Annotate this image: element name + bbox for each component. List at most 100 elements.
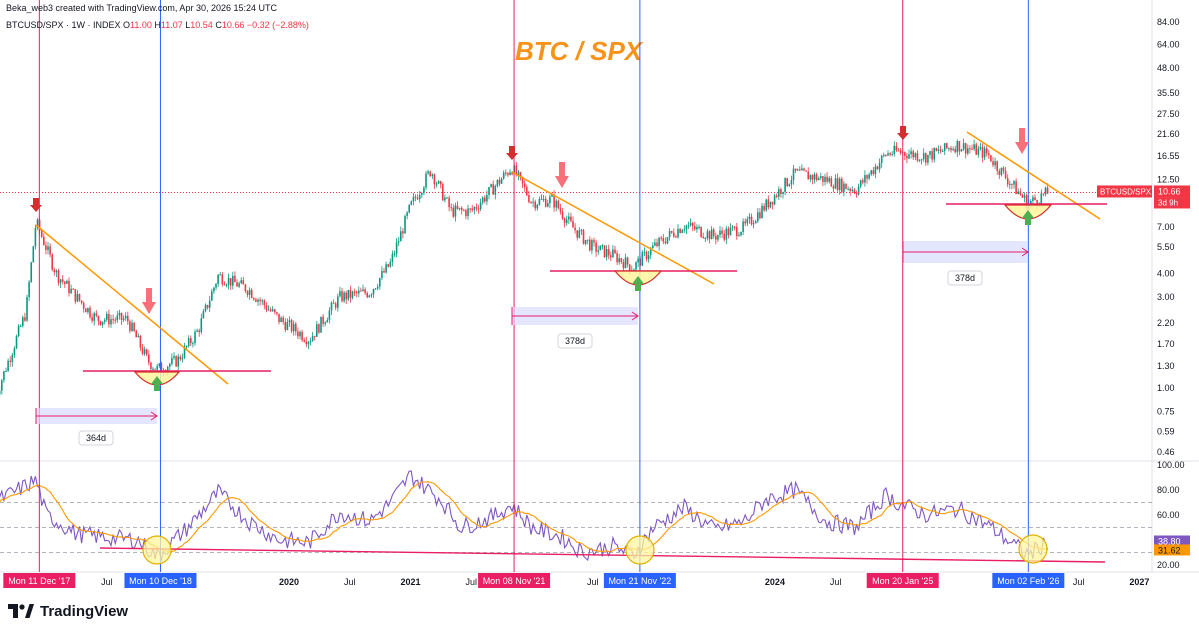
candle-body	[746, 218, 749, 224]
candle-body	[641, 252, 644, 266]
candle-body	[767, 199, 770, 208]
candle-body	[620, 258, 623, 262]
candle-body	[736, 226, 738, 237]
candle-body	[1011, 183, 1013, 185]
symbol-line[interactable]: BTCUSD/SPX · 1W · INDEX O11.00 H11.07 L1…	[6, 20, 309, 30]
candle-body	[654, 242, 656, 246]
ohlc-key-c: C	[212, 20, 222, 30]
candle-body	[15, 335, 18, 349]
candle-body	[215, 284, 217, 288]
candle-body	[807, 171, 810, 180]
tradingview-logo[interactable]: TradingView	[8, 600, 128, 622]
candle-body	[540, 198, 543, 200]
rsi-tick-label: 80.00	[1157, 485, 1180, 495]
candle-body	[408, 204, 411, 213]
duration-label-1-bg	[78, 430, 114, 446]
candle-body	[975, 144, 978, 155]
candle-body	[517, 172, 520, 176]
candle-body	[931, 151, 933, 160]
candle-body	[771, 201, 774, 205]
candle-body	[996, 161, 999, 171]
price-tick-label: 1.30	[1157, 361, 1175, 371]
candle-body	[969, 148, 971, 150]
candle-body	[616, 253, 618, 263]
time-tick-label: 2027	[1129, 577, 1149, 587]
candle-body	[1000, 167, 1003, 175]
candle-body	[473, 207, 476, 211]
candle-body	[555, 200, 558, 208]
chart-credit: Beka_web3 created with TradingView.com, …	[6, 3, 277, 13]
candle-body	[647, 255, 650, 259]
time-highlight-bg	[866, 573, 939, 588]
rsi-line	[0, 470, 1049, 562]
candle-body	[135, 330, 138, 338]
candle-body	[427, 171, 429, 174]
candle-body	[232, 275, 234, 286]
candle-body	[605, 249, 608, 258]
candle-body	[316, 324, 318, 337]
rsi-tick-label: 20.00	[1157, 560, 1180, 570]
candle-body	[603, 245, 606, 258]
candle-body	[700, 226, 702, 237]
candle-body	[568, 216, 570, 220]
candle-body	[744, 221, 747, 224]
candle-body	[733, 226, 736, 228]
candle-body	[376, 286, 379, 289]
candle-body	[244, 284, 247, 292]
time-highlight-bg	[478, 573, 551, 588]
candle-body	[836, 178, 839, 191]
candle-body	[82, 302, 85, 309]
symbol-name[interactable]: BTCUSD/SPX · 1W · INDEX	[6, 20, 121, 30]
candle-body	[32, 246, 35, 263]
candle-body	[843, 183, 845, 192]
time-highlight-label: Mon 02 Feb '26	[997, 576, 1059, 586]
candle-body	[849, 188, 852, 191]
candle-body	[143, 349, 146, 354]
candle-body	[255, 299, 257, 302]
time-tick-label: 2024	[765, 577, 785, 587]
candle-body	[870, 170, 873, 175]
candle-body	[845, 183, 847, 190]
duration-label-1: 364d	[86, 433, 106, 443]
candle-body	[681, 230, 684, 233]
candle-body	[908, 154, 910, 159]
candle-body	[297, 331, 299, 337]
candle-body	[914, 153, 917, 158]
candle-body	[253, 297, 255, 300]
candle-body	[742, 221, 744, 232]
candle-body	[891, 153, 894, 155]
candle-body	[154, 368, 156, 370]
candle-body	[874, 166, 877, 174]
candle-body	[425, 173, 427, 188]
candle-body	[950, 148, 952, 151]
duration-label-2-bg	[557, 333, 593, 349]
candle-body	[183, 346, 186, 358]
candle-body	[994, 161, 996, 166]
ohlc-key-o: O	[123, 20, 131, 30]
candle-body	[360, 290, 362, 292]
candle-body	[981, 147, 984, 158]
candle-body	[7, 360, 9, 371]
countdown-tag-text: 3d 9h	[1158, 198, 1178, 207]
time-tick-label: Jul	[466, 577, 478, 587]
price-tick-label: 4.00	[1157, 268, 1175, 278]
candle-body	[349, 289, 352, 298]
candle-body	[28, 281, 30, 298]
candle-body	[271, 309, 274, 311]
candle-body	[937, 149, 940, 151]
candle-body	[505, 172, 507, 174]
candle-body	[9, 360, 12, 362]
candle-body	[78, 293, 81, 301]
price-tick-label: 2.20	[1157, 318, 1175, 328]
candle-body	[292, 323, 295, 332]
candle-body	[530, 202, 532, 204]
candle-body	[813, 174, 816, 180]
candle-body	[523, 183, 526, 188]
candle-body	[853, 189, 856, 194]
ohlc-value-c: 10.66	[221, 20, 245, 30]
candle-body	[59, 279, 62, 283]
candle-body	[954, 148, 957, 153]
candle-body	[939, 149, 942, 152]
candle-body	[817, 178, 820, 181]
candle-body	[662, 238, 665, 242]
